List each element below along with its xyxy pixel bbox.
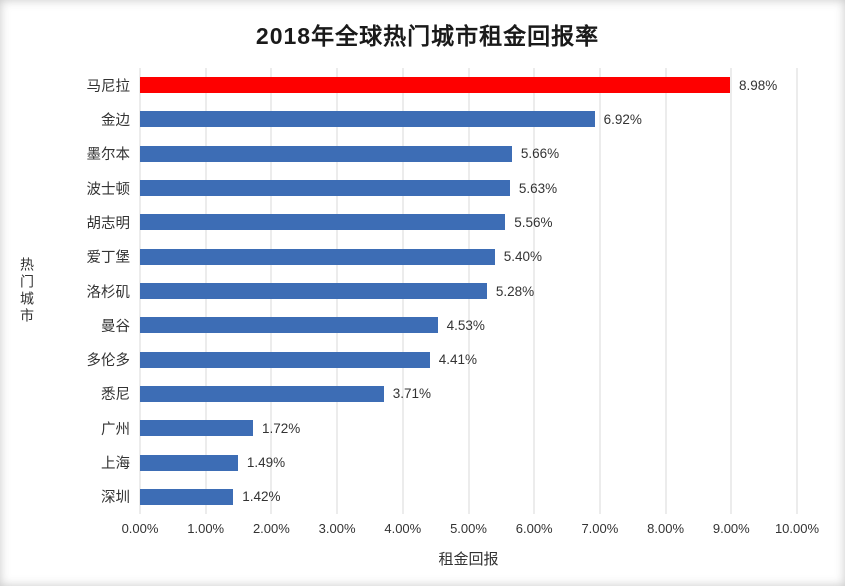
- x-axis-title: 租金回报: [438, 551, 499, 568]
- bar-row: 6.92%: [140, 102, 797, 136]
- x-tick-label: 2.00%: [252, 521, 290, 536]
- bar: [140, 317, 438, 334]
- bar-value-label: 5.28%: [495, 283, 535, 299]
- bar: [140, 248, 495, 265]
- x-tick-label: 9.00%: [712, 521, 750, 536]
- chart-title: 2018年全球热门城市租金回报率: [255, 23, 600, 49]
- x-tick-label: 0.00%: [121, 521, 159, 536]
- x-tick-label: 5.00%: [450, 521, 487, 536]
- x-tick-label: 10.00%: [774, 521, 820, 536]
- category-label: 深圳: [101, 490, 130, 507]
- x-tick-label: 8.00%: [647, 521, 685, 536]
- bar: [140, 385, 384, 402]
- x-axis: 0.00% 1.00% 2.00% 3.00% 4.00% 5.00% 6.00% 7.00%…: [122, 514, 819, 542]
- bar-value-label: 5.63%: [518, 180, 558, 196]
- gridline: [665, 68, 667, 514]
- bar-value-label: 8.98%: [738, 77, 778, 93]
- category-label: 广州: [101, 421, 130, 438]
- bar-row: 5.63%: [140, 171, 797, 205]
- bar: [140, 145, 512, 162]
- x-tick-label: 7.00%: [581, 521, 619, 536]
- category-label: 多伦多: [86, 353, 131, 370]
- bar: [140, 180, 510, 197]
- gridline: [730, 68, 732, 514]
- gridline: [796, 68, 798, 514]
- category-label: 洛杉矶: [86, 284, 131, 301]
- bar-row: 5.28%: [140, 274, 797, 308]
- bar-value-label: 4.53%: [446, 317, 485, 333]
- x-tick-label: 6.00%: [515, 521, 553, 536]
- bar-value-label: 3.71%: [392, 386, 432, 402]
- bar-row: 5.40%: [140, 240, 797, 274]
- bar-row: 3.71%: [140, 377, 797, 411]
- plot-area: 8.98% 6.92% 5.66% 5.63% 5.56% 5.40% 5.28% 4.53%…: [139, 68, 798, 514]
- y-axis-title: 热门城市: [19, 257, 35, 325]
- category-label: 墨尔本: [86, 147, 131, 164]
- category-label: 上海: [101, 456, 130, 473]
- bar: [140, 214, 506, 231]
- gridline: [533, 68, 535, 514]
- bar: [140, 454, 238, 471]
- bar-row: 1.42%: [140, 480, 797, 514]
- bar-value-label: 5.56%: [514, 214, 553, 230]
- bar: [140, 283, 487, 300]
- bar-value-label: 6.92%: [603, 111, 642, 127]
- bar-row: 5.56%: [140, 205, 797, 239]
- bar-value-label: 1.42%: [242, 489, 281, 505]
- bar-row: 4.53%: [140, 308, 797, 342]
- bar-row: 1.49%: [140, 445, 797, 479]
- x-tick-label: 3.00%: [318, 521, 356, 536]
- bar: [140, 420, 253, 437]
- category-label: 爱丁堡: [86, 250, 131, 267]
- bar-value-label: 1.72%: [262, 420, 301, 436]
- bar-rows: 8.98% 6.92% 5.66% 5.63% 5.56% 5.40% 5.28% 4.53%…: [140, 68, 797, 514]
- bar-value-label: 5.66%: [520, 146, 560, 162]
- category-label: 金边: [101, 112, 130, 129]
- category-label: 波士顿: [86, 181, 131, 198]
- category-label: 悉尼: [101, 387, 130, 404]
- bar: [140, 351, 430, 368]
- bar: [140, 77, 730, 94]
- x-tick-label: 4.00%: [384, 521, 422, 536]
- bar-row: 5.66%: [140, 137, 797, 171]
- gridline: [599, 68, 601, 514]
- bar-row: 4.41%: [140, 343, 797, 377]
- category-label: 马尼拉: [86, 78, 131, 95]
- bar-value-label: 1.49%: [246, 455, 286, 471]
- x-tick-label: 1.00%: [187, 521, 225, 536]
- bar-row: 8.98%: [140, 68, 797, 102]
- bar: [140, 488, 234, 505]
- y-axis-labels: 马尼拉金边墨尔本波士顿胡志明爱丁堡洛杉矶曼谷多伦多悉尼广州上海深圳: [44, 68, 140, 514]
- bar-row: 1.72%: [140, 411, 797, 445]
- category-label: 胡志明: [86, 215, 131, 232]
- category-label: 曼谷: [101, 318, 130, 335]
- bar-value-label: 5.40%: [503, 249, 543, 265]
- bar: [140, 111, 595, 128]
- bar-value-label: 4.41%: [438, 352, 478, 368]
